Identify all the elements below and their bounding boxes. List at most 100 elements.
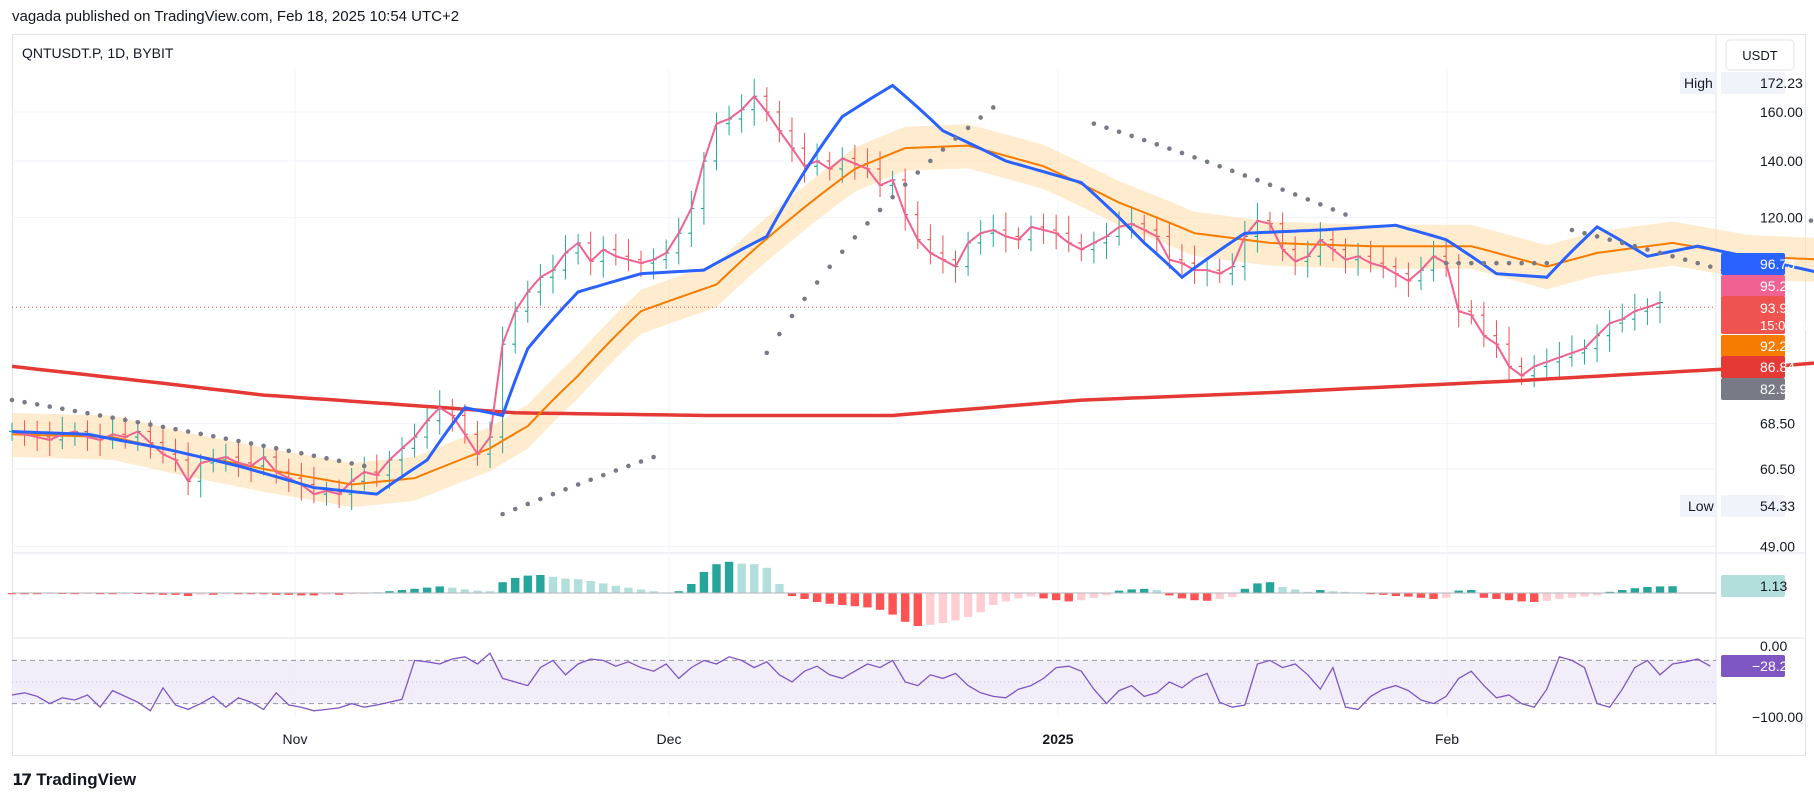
price-tick-label: 68.50 (1760, 415, 1795, 431)
histogram-bar (7, 593, 17, 595)
histogram-bar (1555, 593, 1564, 599)
sar-dot (47, 404, 53, 409)
histogram-bar (762, 567, 772, 593)
histogram-bar (913, 593, 922, 626)
countdown-label: 15:05:06 (1760, 318, 1811, 333)
high-label-bg (1680, 72, 1716, 94)
sar-dot (550, 491, 556, 497)
sar-dot (1569, 227, 1575, 233)
histogram-bar (1630, 588, 1640, 593)
histogram-bar (938, 593, 948, 623)
sar-dot (575, 482, 581, 487)
histogram-bar (146, 593, 155, 595)
sar-dot (173, 426, 178, 432)
time-axis[interactable]: Nov Dec 2025 Feb (283, 731, 1460, 747)
sar-dot (1494, 260, 1499, 266)
price-tag-bg (1721, 253, 1785, 275)
footer-brand-label: TradingView (36, 770, 137, 789)
histogram-bar (70, 593, 80, 595)
sar-dot (1670, 253, 1675, 259)
sar-dot (22, 399, 27, 405)
sar-dot (60, 406, 65, 412)
histogram-bar (183, 593, 193, 596)
sar-dot (865, 221, 870, 226)
sar-dot (85, 410, 90, 416)
oscillator-tick-label: 0.00 (1760, 638, 1787, 654)
sar-dot (915, 170, 921, 175)
last-price-bg (1721, 296, 1785, 334)
oscillator-line (11, 652, 1711, 712)
sar-dot (500, 511, 505, 517)
sar-dot (777, 331, 782, 337)
sar-dot (122, 417, 128, 423)
histogram-bar (1643, 587, 1652, 593)
histogram-bar (1165, 593, 1174, 596)
chart-frame[interactable] (12, 34, 1806, 756)
sar-dot (135, 419, 141, 425)
histogram-bar (1391, 593, 1401, 596)
histogram-bar (800, 593, 809, 599)
price-tag-bg (1721, 378, 1785, 400)
sar-dot (336, 458, 342, 464)
histogram-bar (775, 584, 784, 593)
price-axis[interactable]: 160.00 140.00 120.00 68.50 60.50 49.00 High 172… (1680, 72, 1811, 725)
sar-dot (990, 105, 996, 110)
time-tick-label: Dec (657, 731, 682, 747)
sar-dot (827, 264, 833, 270)
histogram-bar (1379, 593, 1388, 595)
histogram-bar (196, 593, 205, 595)
histogram-bar (397, 590, 407, 593)
currency-button[interactable]: USDT (1742, 48, 1777, 63)
histogram-bar (1290, 589, 1300, 593)
sar-dot (563, 486, 568, 492)
histogram-bar (1140, 588, 1149, 593)
symbol-label[interactable]: QNTUSDT.P, 1D, BYBIT (22, 45, 174, 61)
histogram-bar (699, 572, 709, 593)
price-tick-label: 140.00 (1760, 153, 1803, 169)
sar-dot (1292, 192, 1298, 197)
sar-dot (324, 456, 329, 461)
sar-dot (1204, 159, 1210, 165)
footer-brand[interactable]: 𝟭𝟳 TradingView (12, 770, 136, 790)
price-tick-label: 120.00 (1760, 210, 1803, 226)
currency-button-bg[interactable] (1725, 39, 1795, 71)
histogram-bar (1215, 593, 1224, 599)
sar-dot (72, 408, 78, 414)
histogram-bar (573, 579, 583, 593)
histogram-bar (825, 593, 834, 604)
sar-dot (1645, 247, 1650, 252)
histogram-bar (20, 593, 29, 595)
sar-dot (1229, 168, 1235, 174)
sar-dot (626, 463, 631, 469)
histogram-bar (548, 576, 558, 593)
histogram-bar (863, 593, 872, 608)
sar-dot (1443, 260, 1449, 266)
histogram-bar (1202, 593, 1212, 601)
histogram-bar (234, 593, 243, 595)
sar-dot (198, 431, 204, 437)
low-label-bg (1680, 495, 1716, 517)
histogram-bar (1580, 593, 1589, 597)
sar-dot (185, 429, 191, 434)
histogram-bar (1077, 593, 1086, 601)
price-tag-bg (1721, 335, 1785, 357)
histogram-bar (850, 593, 860, 607)
price-tag-bg (1721, 275, 1785, 297)
histogram-bar (108, 593, 117, 595)
histogram-bar (1228, 593, 1237, 598)
high-value: 172.23 (1760, 75, 1803, 91)
price-tag: 82.93 (1760, 381, 1795, 397)
sar-dot (34, 402, 40, 407)
sar-dot (1154, 142, 1160, 147)
sar-dot (1330, 207, 1336, 212)
histogram-bar (750, 564, 759, 593)
histogram-bar (410, 588, 419, 593)
sar-dot (1607, 237, 1612, 242)
histogram-bar (1618, 590, 1627, 593)
sar-dot (1531, 260, 1537, 266)
histogram-bar (284, 593, 293, 595)
histogram-bar (1404, 593, 1413, 597)
sar-dot (1179, 150, 1185, 156)
histogram-value: 1.13 (1760, 578, 1787, 594)
